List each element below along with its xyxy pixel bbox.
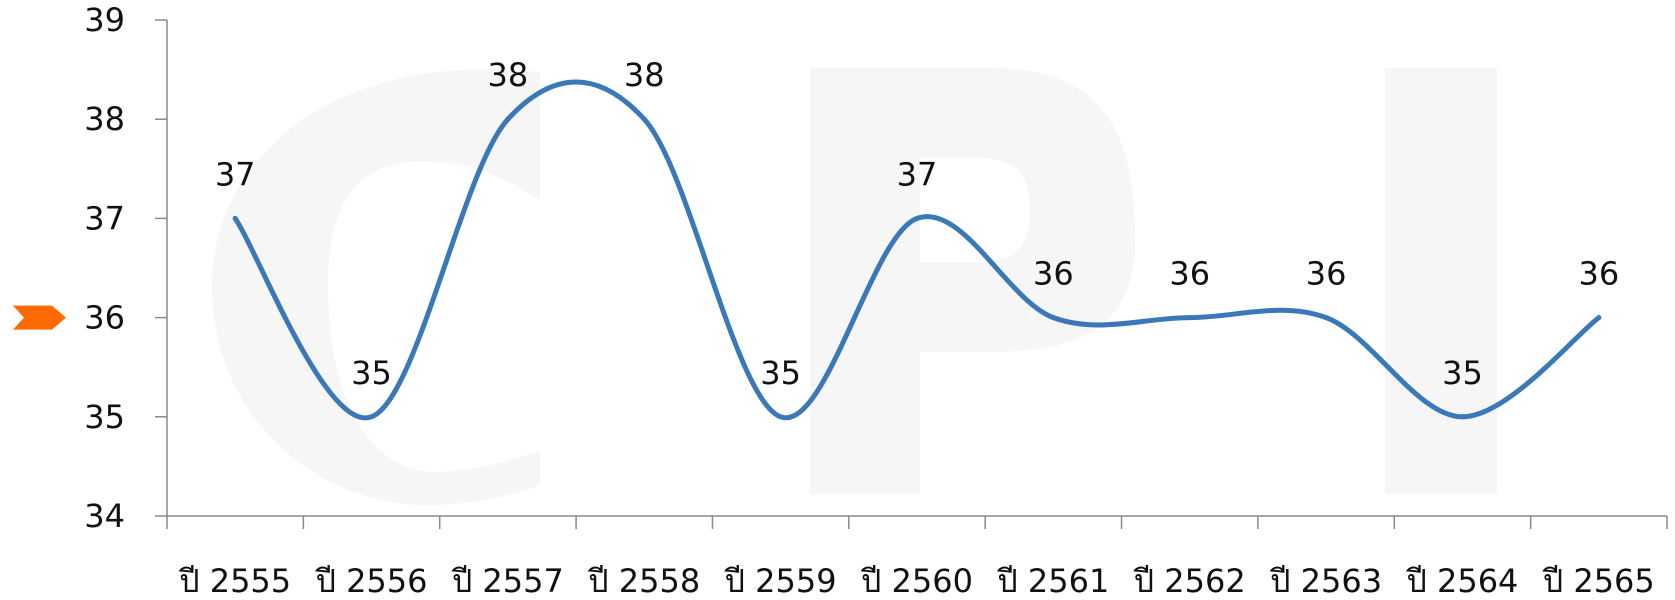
y-tick-label: 38: [84, 100, 125, 138]
data-point: [1459, 414, 1465, 420]
data-label: 37: [215, 155, 256, 193]
x-tick-label: ปี 2560: [860, 562, 973, 600]
data-label: 38: [488, 56, 529, 94]
axes: 34 35 36 37 38 39 ปี 2555 ปี 2556 ปี 2557 ปี 2558…: [13, 1, 1668, 600]
data-point: [1323, 315, 1329, 321]
y-tick-label: 36: [84, 299, 125, 337]
data-point: [1050, 315, 1056, 321]
cpi-watermark: [212, 68, 1497, 506]
x-tick-label: ปี 2564: [1406, 562, 1519, 600]
data-point: [778, 414, 784, 420]
y-tick-label: 39: [84, 1, 125, 39]
data-point: [1187, 315, 1193, 321]
y-tick-label: 35: [84, 398, 125, 436]
x-tick-label: ปี 2562: [1133, 562, 1246, 600]
data-label: 36: [1169, 255, 1210, 293]
watermark-letter-c: [212, 69, 540, 506]
data-point: [1596, 315, 1602, 321]
data-label: 35: [760, 354, 801, 392]
data-label: 36: [1306, 255, 1347, 293]
data-label: 37: [897, 155, 938, 193]
data-label: 35: [1442, 354, 1483, 392]
series-line: [232, 79, 1602, 421]
data-point: [505, 116, 511, 122]
watermark-letter-p: [810, 68, 1135, 494]
x-tick-label: ปี 2556: [315, 562, 428, 600]
data-point: [914, 215, 920, 221]
data-labels-group: 37 35 38 38 35 37 36 36 36 35 36: [215, 56, 1619, 392]
y-tick-label: 34: [84, 497, 125, 535]
x-tick-label: ปี 2557: [451, 562, 564, 600]
x-tick-label: ปี 2558: [587, 562, 700, 600]
axis-marker-arrow: [13, 305, 66, 330]
data-point: [369, 414, 375, 420]
watermark-letter-i: [1385, 68, 1497, 494]
data-point: [641, 116, 647, 122]
series-group: [232, 79, 1602, 421]
data-label: 35: [351, 354, 392, 392]
data-label: 36: [1578, 255, 1619, 293]
x-tick-label: ปี 2561: [997, 562, 1110, 600]
data-point: [232, 215, 238, 221]
x-tick-label: ปี 2555: [178, 562, 291, 600]
x-tick-label: ปี 2565: [1542, 562, 1655, 600]
x-tick-label: ปี 2563: [1269, 562, 1382, 600]
data-label: 36: [1033, 255, 1074, 293]
data-label: 38: [624, 56, 665, 94]
y-tick-label: 37: [84, 199, 125, 237]
x-tick-label: ปี 2559: [724, 562, 837, 600]
